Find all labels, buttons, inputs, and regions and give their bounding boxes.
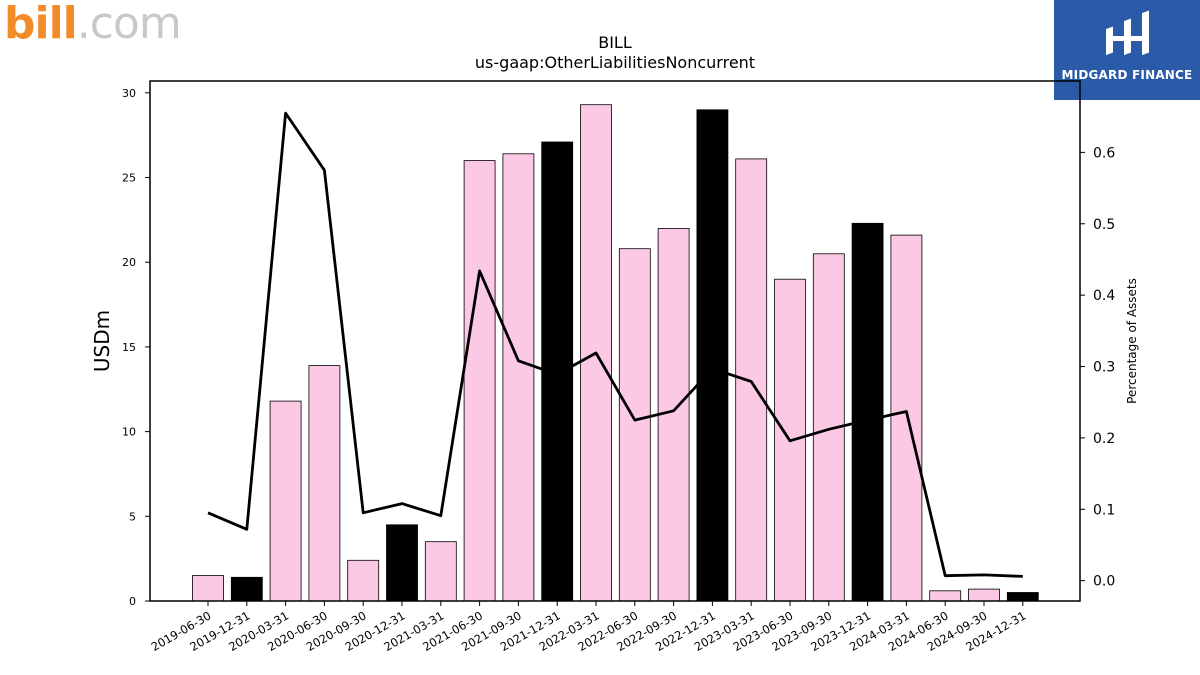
bar-2022-06-30: [618, 248, 651, 602]
bar-2019-06-30: [192, 575, 224, 602]
bar-2023-12-31: [851, 222, 884, 602]
y-tick-label: 20: [122, 256, 136, 269]
y2-tick-label: 0.5: [1093, 217, 1115, 233]
bar-2020-03-31: [269, 400, 302, 602]
chart-title: BILL: [598, 33, 632, 52]
y-tick-label: 15: [122, 341, 136, 354]
y-tick-label: 10: [122, 426, 136, 439]
bar-2020-12-31: [386, 524, 418, 602]
bar-2024-12-31: [1006, 592, 1039, 602]
bar-2024-03-31: [890, 234, 923, 602]
bill-logo: bill.com: [4, 0, 182, 49]
line-group: [207, 111, 1023, 578]
percentage-line: [207, 111, 1023, 578]
bars-group: [192, 104, 1039, 602]
bar-2019-12-31: [230, 576, 263, 602]
bar-2021-06-30: [463, 160, 496, 602]
y-tick-label: 30: [122, 87, 136, 100]
y-axis-right: 0.0 0.1 0.2 0.3 0.4 0.5 0.6: [1080, 145, 1115, 590]
plot-frame: [149, 80, 1081, 602]
bar-2024-06-30: [929, 590, 962, 602]
bar-2022-12-31: [696, 109, 729, 602]
chart-subtitle: us-gaap:OtherLiabilitiesNoncurrent: [475, 53, 755, 72]
x-axis: 2019-06-302019-12-312020-03-312020-06-30…: [149, 601, 1028, 654]
y2-tick-label: 0.1: [1093, 502, 1115, 518]
bar-2020-06-30: [308, 365, 341, 602]
bar-2021-09-30: [502, 153, 535, 602]
y2-tick-label: 0.4: [1093, 288, 1115, 304]
y2-tick-label: 0.6: [1093, 145, 1115, 161]
bill-logo-domain: .com: [76, 0, 182, 49]
y2-axis-label: Percentage of Assets: [1125, 278, 1139, 404]
midgard-logo-mark-icon: [1106, 10, 1149, 56]
y-axis-left: 0 5 10 15 20 25 30: [122, 87, 150, 608]
y-tick-label: 5: [129, 510, 136, 523]
y-tick-label: 25: [122, 172, 136, 185]
y-tick-label: 0: [129, 595, 136, 608]
midgard-logo-text: MIDGARD FINANCE: [1061, 68, 1193, 82]
bar-2021-03-31: [424, 541, 457, 602]
y-axis-label: USDm: [90, 310, 114, 372]
bar-2023-03-31: [735, 158, 768, 602]
y2-tick-label: 0.2: [1093, 431, 1115, 447]
bar-2024-09-30: [968, 588, 1000, 602]
y2-tick-label: 0.0: [1093, 574, 1115, 590]
bar-2020-09-30: [347, 559, 380, 602]
bill-logo-wordmark: bill: [4, 0, 78, 49]
y2-tick-label: 0.3: [1093, 360, 1115, 376]
midgard-finance-logo: MIDGARD FINANCE: [1054, 0, 1200, 100]
